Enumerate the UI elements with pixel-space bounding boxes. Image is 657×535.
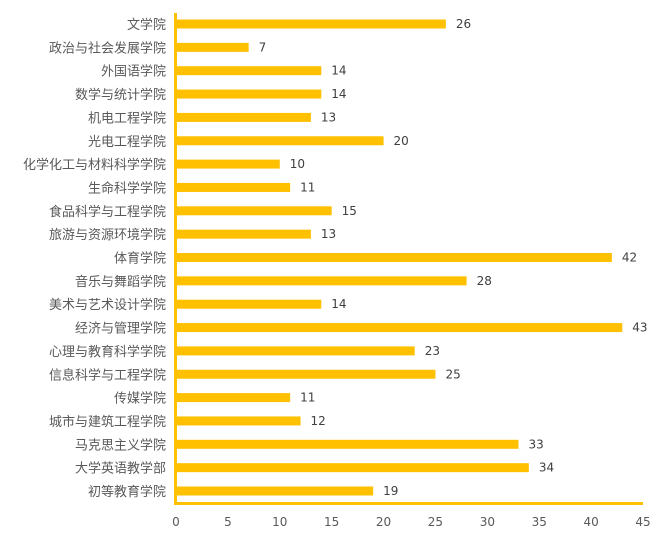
- x-tick-label: 20: [376, 515, 391, 529]
- x-tick-label: 25: [428, 515, 443, 529]
- bar: [176, 463, 529, 473]
- category-label: 机电工程学院: [88, 110, 166, 126]
- x-tick-label: 5: [224, 515, 232, 529]
- data-label: 15: [342, 204, 357, 218]
- y-axis-line: [174, 13, 177, 505]
- x-tick-label: 10: [272, 515, 287, 529]
- x-tick-label: 0: [172, 515, 180, 529]
- x-axis-line: [174, 502, 643, 505]
- data-label: 7: [259, 40, 267, 54]
- bar: [176, 182, 291, 192]
- bar: [176, 19, 446, 29]
- bar: [176, 439, 519, 449]
- x-tick-label: 35: [532, 515, 547, 529]
- bar: [176, 136, 384, 146]
- data-label: 14: [331, 297, 346, 311]
- category-label: 化学化工与材料科学学院: [23, 157, 166, 173]
- data-label: 12: [311, 414, 326, 428]
- category-label: 音乐与舞蹈学院: [75, 274, 166, 290]
- x-tick-label: 30: [480, 515, 495, 529]
- category-label: 外国语学院: [101, 64, 166, 80]
- category-label: 大学英语教学部: [75, 461, 166, 477]
- category-label: 传媒学院: [114, 391, 166, 407]
- bar: [176, 276, 467, 286]
- bar: [176, 299, 322, 309]
- data-label: 13: [321, 227, 336, 241]
- x-tick-label: 15: [324, 515, 339, 529]
- data-label: 34: [539, 461, 554, 475]
- data-label: 43: [632, 321, 647, 335]
- data-label: 11: [300, 180, 315, 194]
- category-label: 体育学院: [114, 251, 166, 267]
- category-label: 经济与管理学院: [75, 321, 166, 337]
- category-label: 城市与建筑工程学院: [49, 414, 166, 430]
- data-label: 11: [300, 391, 315, 405]
- data-label: 33: [528, 437, 543, 451]
- bar: [176, 346, 415, 356]
- data-label: 14: [331, 64, 346, 78]
- bar: [176, 42, 249, 52]
- bar: [176, 229, 311, 239]
- bar: [176, 206, 332, 216]
- bar: [176, 253, 612, 262]
- bar: [176, 112, 311, 122]
- category-label: 文学院: [127, 17, 166, 33]
- x-tick-label: 45: [635, 515, 650, 529]
- data-label: 25: [445, 367, 460, 381]
- data-label: 13: [321, 110, 336, 124]
- bar: [176, 89, 322, 99]
- category-label: 旅游与资源环境学院: [49, 227, 166, 243]
- data-label: 23: [425, 344, 440, 358]
- data-label: 20: [394, 134, 409, 148]
- bar: [176, 66, 322, 76]
- category-label: 信息科学与工程学院: [49, 367, 166, 383]
- bar: [176, 393, 291, 403]
- bar: [176, 486, 374, 496]
- category-label: 数学与统计学院: [75, 87, 166, 103]
- data-label: 14: [331, 87, 346, 101]
- bar: [176, 323, 623, 333]
- data-label: 10: [290, 157, 305, 171]
- category-label: 食品科学与工程学院: [49, 204, 166, 220]
- bar: [176, 416, 301, 426]
- data-label: 26: [456, 17, 471, 31]
- data-label: 28: [477, 274, 492, 288]
- category-label: 生命科学学院: [88, 180, 166, 196]
- x-tick-label: 40: [583, 515, 598, 529]
- data-label: 42: [622, 251, 637, 265]
- bar: [176, 369, 436, 379]
- category-label: 美术与艺术设计学院: [49, 297, 166, 313]
- data-label: 19: [383, 484, 398, 498]
- category-label: 马克思主义学院: [75, 437, 166, 453]
- bar: [176, 159, 280, 169]
- category-label: 初等教育学院: [88, 484, 166, 500]
- category-label: 心理与教育科学学院: [49, 344, 166, 360]
- category-label: 光电工程学院: [88, 134, 166, 150]
- category-label: 政治与社会发展学院: [49, 40, 166, 56]
